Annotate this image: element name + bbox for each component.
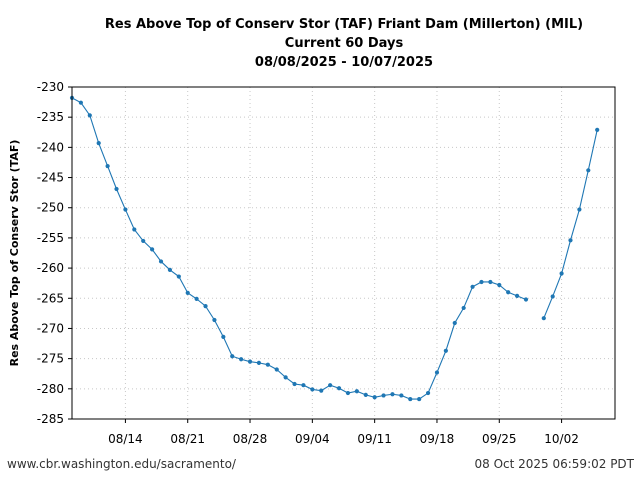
data-point <box>158 259 164 264</box>
data-point <box>541 316 546 321</box>
data-point <box>586 168 591 173</box>
data-point <box>523 297 529 302</box>
data-point <box>239 357 244 362</box>
axis-ticks: -230 -235 -240 -245 -250 -255 -260 -265 -270 -275… <box>37 80 579 446</box>
data-point <box>114 186 119 192</box>
y-tick-label: -230 <box>37 80 64 94</box>
plot-frame <box>71 86 616 420</box>
chart-title-line-3: 08/08/2025 - 10/07/2025 <box>255 55 433 70</box>
y-axis-label: Res Above Top of Conserv Stor (TAF) <box>8 140 21 367</box>
data-point <box>123 207 128 212</box>
data-point <box>381 393 386 398</box>
data-point <box>425 390 431 396</box>
y-tick-label: -260 <box>37 261 64 275</box>
data-point <box>595 127 600 132</box>
y-tick-label: -270 <box>37 321 64 335</box>
data-point <box>283 375 288 380</box>
data-point <box>345 390 351 396</box>
y-tick-label: -280 <box>37 382 64 396</box>
x-tick-label: 08/28 <box>233 432 268 446</box>
data-point <box>150 247 155 252</box>
data-point <box>319 388 324 393</box>
data-point <box>185 290 190 295</box>
data-point <box>372 395 377 400</box>
data-point <box>559 271 564 276</box>
data-point <box>310 387 315 392</box>
data-point <box>292 381 297 387</box>
x-tick-label: 09/18 <box>420 432 455 446</box>
x-tick-label: 08/14 <box>108 432 143 446</box>
y-tick-label: -250 <box>37 201 64 215</box>
data-point <box>417 396 422 402</box>
series-line <box>543 129 598 319</box>
data-point <box>577 207 582 212</box>
data-point <box>452 320 457 326</box>
y-tick-label: -235 <box>37 110 64 124</box>
chart-title-line-1: Res Above Top of Conserv Stor (TAF) Fria… <box>105 17 583 32</box>
data-point <box>212 317 217 323</box>
x-tick-label: 10/02 <box>544 432 579 446</box>
x-tick-label: 08/21 <box>170 432 205 446</box>
data-point <box>408 396 413 402</box>
data-point <box>221 334 226 340</box>
data-point <box>390 392 395 397</box>
data-point <box>105 163 110 169</box>
y-tick-label: -265 <box>37 291 64 305</box>
data-point <box>274 367 279 372</box>
data-point <box>479 279 484 285</box>
chart-title-line-2: Current 60 Days <box>285 36 404 51</box>
data-point <box>434 370 440 375</box>
generated-timestamp: 08 Oct 2025 06:59:02 PDT <box>474 457 634 471</box>
data-point <box>399 393 404 398</box>
data-point <box>461 305 466 311</box>
data-point <box>167 267 173 272</box>
y-tick-label: -275 <box>37 352 64 366</box>
data-point <box>328 383 333 388</box>
y-tick-label: -255 <box>37 231 64 245</box>
data-point <box>203 304 208 309</box>
y-tick-label: -240 <box>37 140 64 154</box>
y-tick-label: -285 <box>37 412 64 426</box>
data-point <box>141 238 146 244</box>
data-point <box>87 113 92 118</box>
source-link[interactable]: www.cbr.washington.edu/sacramento/ <box>7 457 236 471</box>
gridlines <box>72 87 615 419</box>
series-line <box>71 97 527 400</box>
data-point <box>363 392 368 397</box>
data-point <box>78 100 83 105</box>
data-point <box>96 141 101 146</box>
data-point <box>336 386 342 391</box>
data-series <box>69 95 600 402</box>
data-point <box>506 290 511 295</box>
data-point <box>488 279 493 285</box>
data-point <box>497 282 502 288</box>
data-point <box>514 293 520 298</box>
data-point <box>301 383 306 388</box>
data-point <box>132 227 137 232</box>
x-tick-label: 09/11 <box>357 432 392 446</box>
y-tick-label: -245 <box>37 171 64 185</box>
data-point <box>194 296 199 301</box>
data-point <box>230 354 235 359</box>
data-point <box>354 389 359 394</box>
data-point <box>256 360 262 365</box>
x-tick-label: 09/25 <box>482 432 517 446</box>
data-point <box>568 238 573 243</box>
data-point <box>550 294 555 299</box>
data-point <box>470 284 475 289</box>
data-point <box>443 348 448 353</box>
data-point <box>247 359 253 364</box>
data-point <box>176 274 181 279</box>
data-point <box>265 362 270 367</box>
x-tick-label: 09/04 <box>295 432 330 446</box>
